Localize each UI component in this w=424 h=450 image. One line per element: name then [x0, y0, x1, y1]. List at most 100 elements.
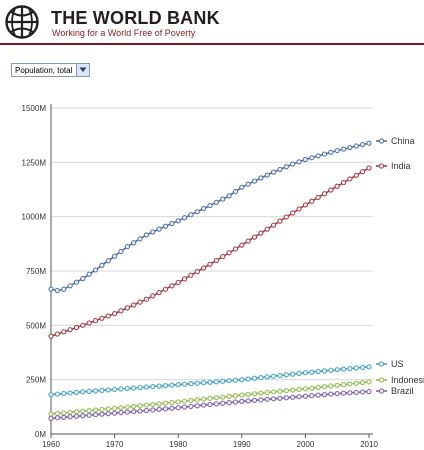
- data-point-india: [169, 283, 175, 289]
- data-point-brazil: [124, 409, 130, 415]
- legend-label-indonesia: Indonesia: [391, 375, 424, 385]
- data-point-indonesia: [296, 386, 302, 393]
- data-point-china: [321, 151, 328, 157]
- data-point-us: [194, 380, 200, 386]
- legend-marker-india: [378, 163, 385, 169]
- y-tick-label: 750M: [26, 267, 46, 276]
- data-point-china: [61, 286, 67, 292]
- data-point-us: [67, 390, 73, 396]
- data-point-china: [309, 155, 315, 161]
- data-point-indonesia: [105, 406, 111, 412]
- data-point-china: [264, 172, 270, 178]
- data-point-us: [232, 377, 239, 383]
- header-divider: [0, 43, 424, 45]
- data-point-brazil: [302, 393, 308, 399]
- data-point-india: [232, 246, 239, 252]
- data-point-china: [131, 240, 137, 246]
- data-point-brazil: [207, 401, 213, 408]
- chart-series: [48, 140, 372, 421]
- legend-marker-china: [378, 138, 385, 144]
- data-point-india: [239, 242, 245, 248]
- data-point-india: [150, 293, 156, 299]
- data-point-indonesia: [321, 384, 328, 390]
- data-point-india: [258, 230, 264, 236]
- data-point-us: [207, 379, 213, 385]
- data-point-india: [162, 286, 169, 292]
- data-point-brazil: [366, 389, 372, 395]
- data-point-china: [188, 212, 194, 218]
- data-point-china: [156, 226, 162, 232]
- data-point-us: [321, 368, 328, 374]
- data-point-brazil: [220, 400, 226, 406]
- data-point-us: [309, 369, 315, 375]
- data-point-indonesia: [213, 395, 219, 401]
- data-point-china: [137, 236, 143, 242]
- data-point-indonesia: [290, 387, 296, 393]
- data-point-indonesia: [67, 409, 73, 415]
- data-point-indonesia: [61, 410, 67, 416]
- data-point-us: [239, 377, 245, 383]
- data-point-indonesia: [143, 402, 149, 408]
- x-tick-label: 1990: [233, 440, 251, 449]
- data-point-us: [328, 367, 334, 373]
- data-point-china: [67, 283, 73, 289]
- y-tick-label: 250M: [26, 376, 46, 385]
- data-point-indonesia: [175, 399, 181, 405]
- data-point-india: [366, 165, 372, 171]
- data-point-india: [347, 176, 353, 182]
- data-point-us: [118, 386, 124, 392]
- data-point-china: [347, 144, 353, 151]
- data-point-us: [112, 386, 118, 393]
- legend-marker-us: [378, 361, 385, 367]
- world-bank-globe-logo: [5, 5, 39, 39]
- data-point-china: [181, 215, 188, 221]
- data-point-us: [181, 381, 188, 387]
- data-point-china: [143, 232, 149, 238]
- data-point-brazil: [321, 392, 328, 398]
- data-point-china: [360, 142, 366, 148]
- data-point-indonesia: [340, 382, 347, 388]
- data-point-us: [353, 365, 359, 371]
- data-point-china: [92, 267, 99, 273]
- x-tick-label: 1970: [106, 440, 124, 449]
- data-point-indonesia: [86, 408, 92, 414]
- population-line-chart: 0M 250M 500M 750M 1000M 1250M 1500M 1960 1970 198…: [22, 104, 424, 449]
- data-point-india: [118, 308, 124, 314]
- data-point-indonesia: [201, 396, 207, 402]
- data-point-india: [67, 327, 73, 333]
- data-point-indonesia: [137, 403, 143, 409]
- data-point-china: [169, 220, 175, 227]
- data-point-india: [334, 183, 340, 189]
- data-point-brazil: [143, 407, 149, 414]
- data-point-china: [353, 143, 359, 149]
- data-point-brazil: [277, 395, 283, 401]
- data-point-us: [54, 391, 60, 397]
- indicator-dropdown[interactable]: Population, total: [11, 63, 91, 77]
- data-point-indonesia: [169, 399, 175, 406]
- data-point-indonesia: [232, 393, 239, 399]
- data-point-india: [353, 172, 359, 178]
- data-point-brazil: [156, 406, 162, 412]
- data-point-china: [150, 229, 156, 235]
- data-point-us: [271, 373, 277, 379]
- data-point-brazil: [334, 390, 340, 397]
- data-point-india: [309, 198, 315, 204]
- data-point-indonesia: [245, 391, 251, 398]
- data-point-brazil: [226, 400, 232, 406]
- data-point-indonesia: [99, 406, 105, 413]
- data-point-brazil: [169, 405, 175, 411]
- data-point-india: [296, 206, 302, 212]
- data-point-indonesia: [334, 382, 340, 388]
- data-point-china: [105, 258, 111, 264]
- data-point-brazil: [61, 414, 67, 420]
- data-point-india: [156, 289, 162, 296]
- legend-label-brazil: Brazil: [391, 386, 414, 396]
- data-point-indonesia: [220, 394, 226, 400]
- data-point-china: [220, 196, 226, 202]
- chevron-down-icon[interactable]: [76, 64, 90, 76]
- data-point-brazil: [67, 414, 73, 420]
- data-point-china: [302, 156, 308, 163]
- data-point-indonesia: [258, 390, 264, 396]
- data-point-indonesia: [347, 381, 353, 387]
- data-point-india: [315, 194, 321, 201]
